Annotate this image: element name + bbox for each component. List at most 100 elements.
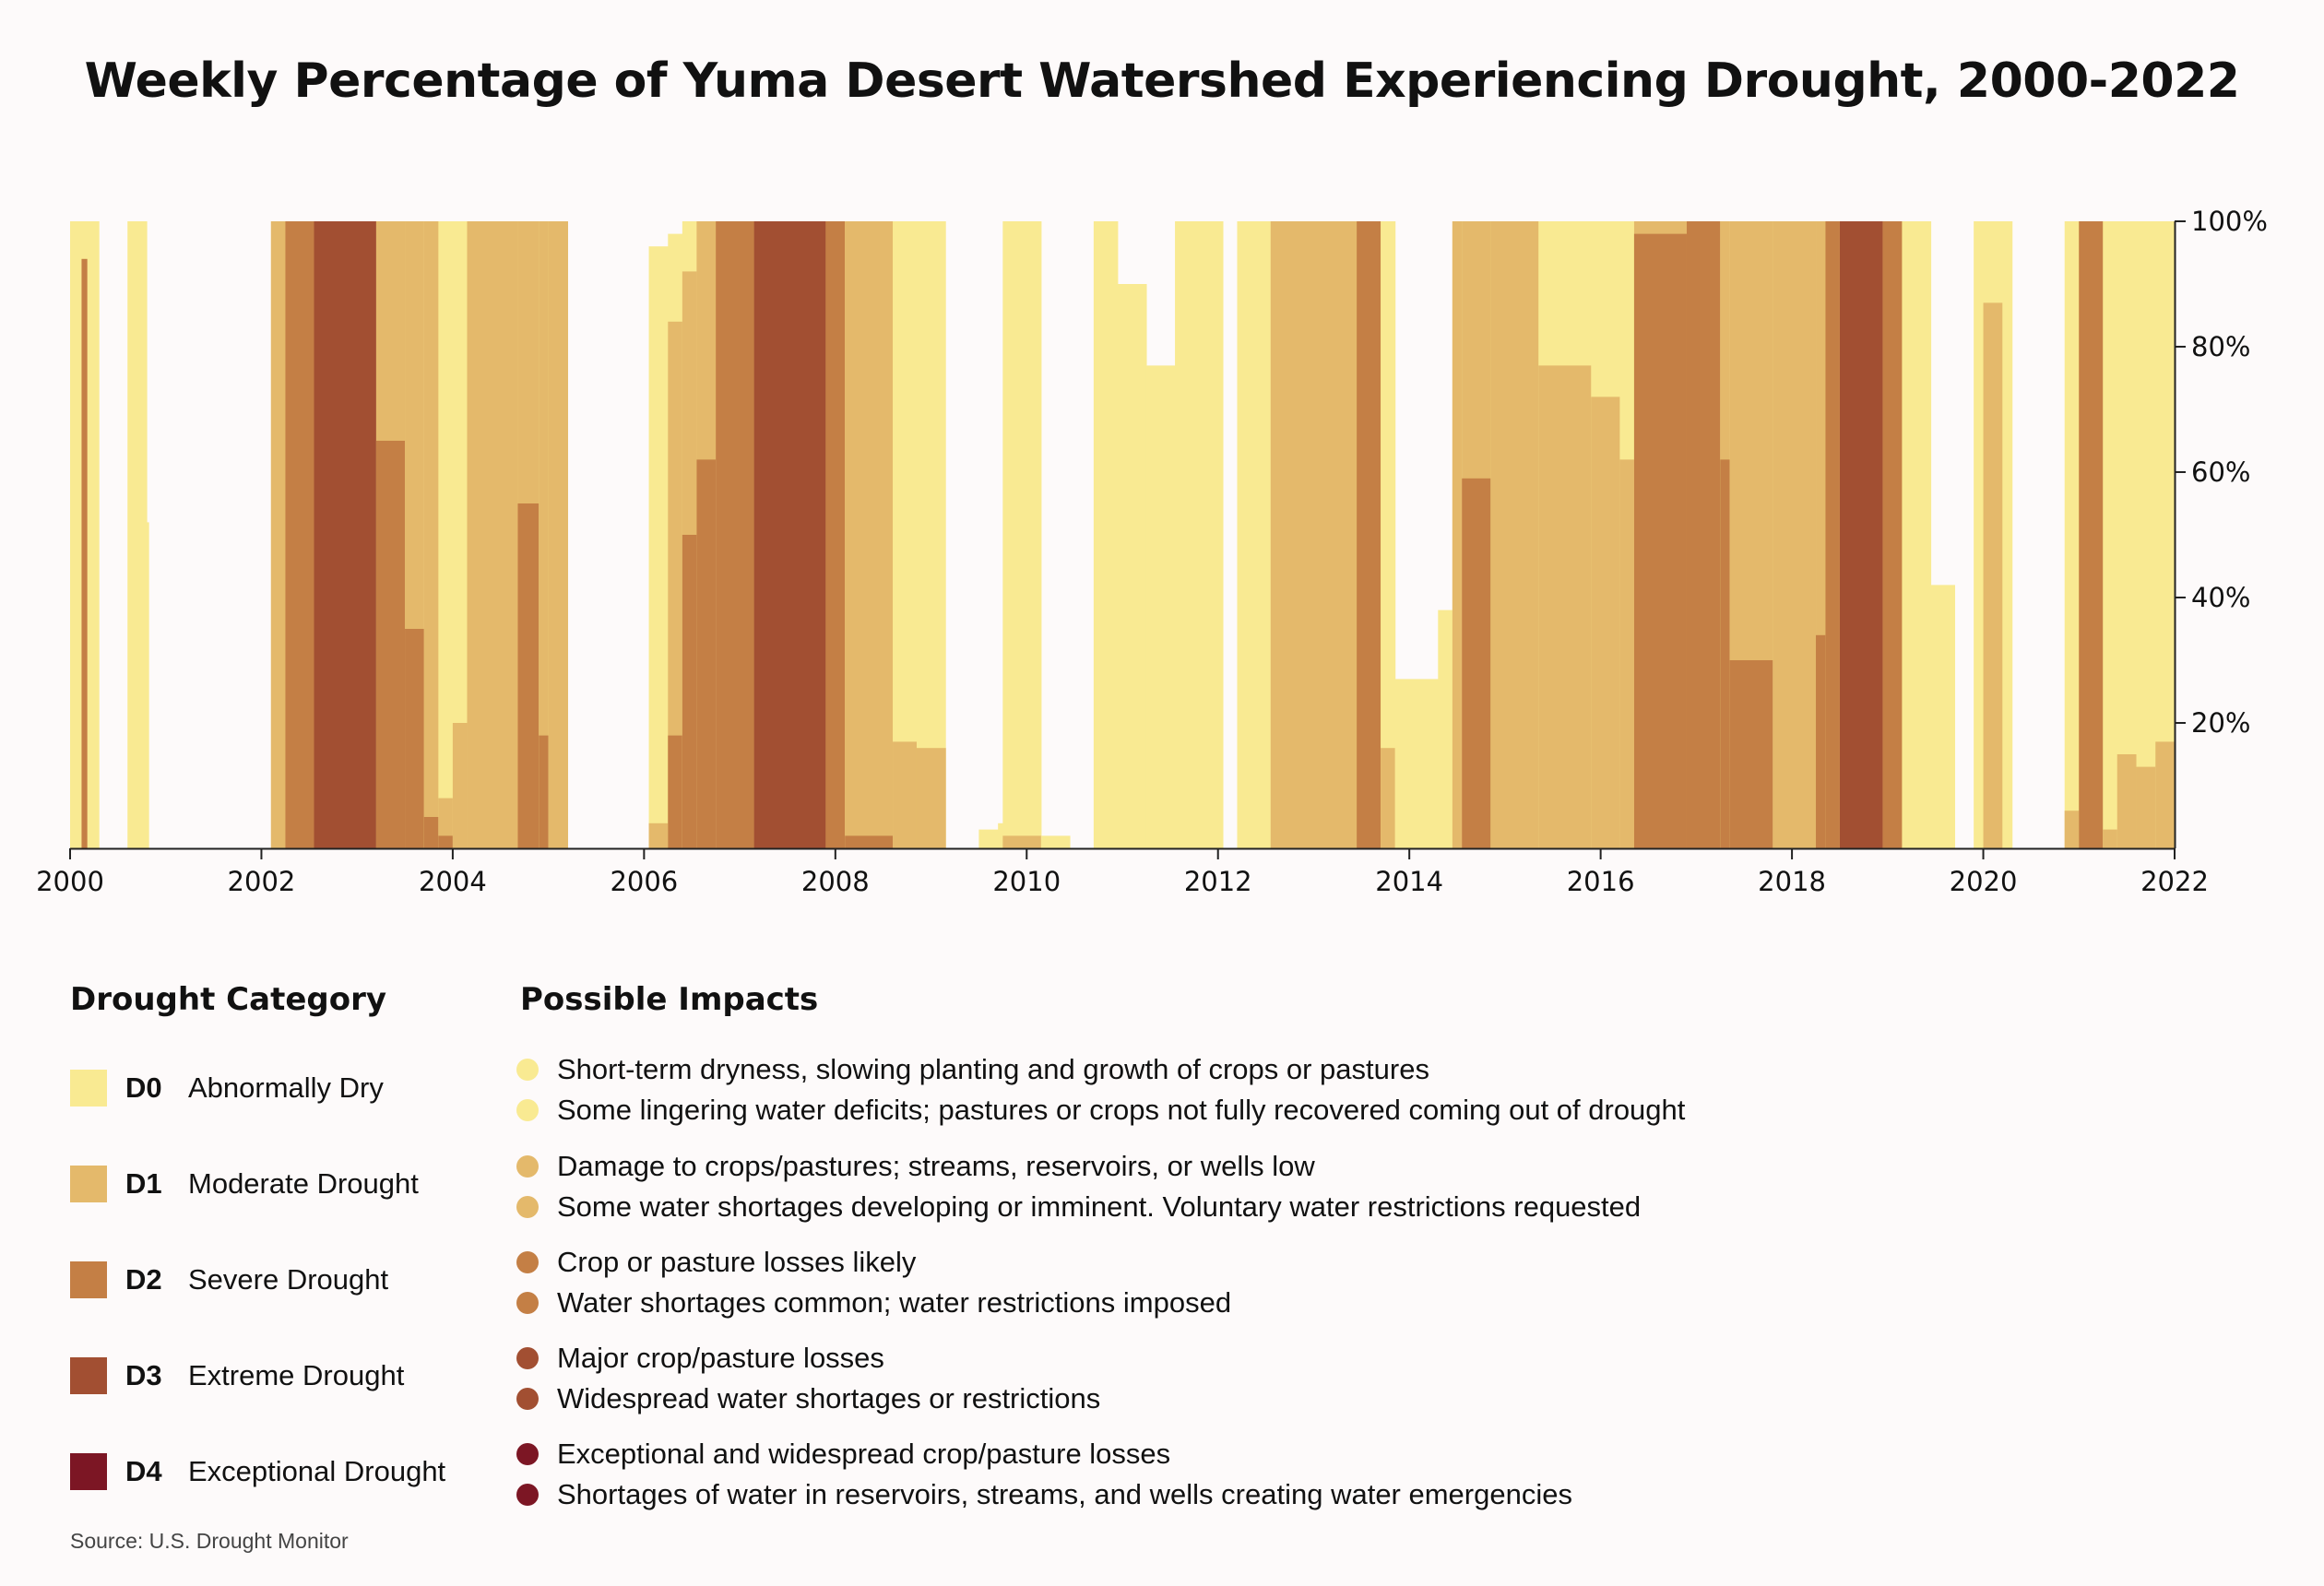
d0-label: Abnormally Dry [188, 1071, 384, 1104]
bar-d1-13 [467, 221, 519, 848]
bar-d0-34 [1175, 221, 1224, 848]
legend-row-d3: D3 Extreme Drought [70, 1356, 404, 1395]
bar-d2-15 [539, 735, 550, 848]
bar-d1-25 [893, 741, 918, 848]
x-tick-label: 2008 [801, 866, 870, 897]
d1-code: D1 [125, 1167, 162, 1200]
bar-d2-49 [1720, 459, 1731, 848]
d2-code: D2 [125, 1263, 162, 1296]
d3-label: Extreme Drought [188, 1359, 405, 1391]
bar-d0-26 [916, 221, 946, 848]
bar-d0-35 [1237, 221, 1272, 848]
bar-d2-50 [1729, 660, 1773, 848]
impact-text: Some water shortages developing or immin… [557, 1190, 1642, 1223]
impact-d0-1: Short-term dryness, slowing planting and… [516, 1050, 1429, 1089]
impact-text: Some lingering water deficits; pastures … [557, 1094, 1686, 1126]
d2-dot [516, 1251, 539, 1273]
bar-d2-55 [1882, 221, 1903, 848]
d4-swatch [70, 1453, 107, 1490]
bar-d0-58 [1974, 221, 1985, 848]
bar-d2-10 [423, 817, 439, 848]
bar-d1-15 [539, 221, 550, 848]
bar-d2-11 [438, 835, 454, 848]
bar-d2-6 [285, 221, 315, 848]
impact-d4-2: Shortages of water in reservoirs, stream… [516, 1475, 1572, 1514]
d0-dot [516, 1099, 539, 1121]
impact-text: Crop or pasture losses likely [557, 1246, 917, 1278]
d3-code: D3 [125, 1359, 162, 1391]
d2-swatch [70, 1261, 107, 1298]
bar-d1-36 [1270, 221, 1358, 848]
x-tick-label: 2012 [1184, 866, 1252, 897]
d1-dot [516, 1155, 539, 1178]
bar-d0-64 [2116, 221, 2138, 848]
d0-dot [516, 1059, 539, 1081]
impact-text: Widespread water shortages or restrictio… [557, 1382, 1101, 1414]
bar-d1-46 [1619, 459, 1635, 848]
x-tick-label: 2014 [1375, 866, 1443, 897]
bar-d2-48 [1686, 221, 1721, 848]
d3-dot [516, 1347, 539, 1369]
y-tick-label: 100% [2191, 206, 2268, 237]
bar-d1-38 [1381, 748, 1396, 848]
y-tick-label: 20% [2191, 707, 2250, 739]
x-tick-label: 2016 [1567, 866, 1635, 897]
bar-d2-62 [2079, 221, 2104, 848]
d0-swatch [70, 1070, 107, 1107]
bar-d0-31 [1093, 221, 1119, 848]
x-tick-label: 2020 [1950, 866, 2018, 897]
possible-impacts-heading: Possible Impacts [520, 981, 819, 1018]
bar-d0-0 [70, 221, 83, 848]
bar-d0-12 [452, 221, 468, 848]
bar-d2-9 [405, 629, 425, 848]
chart-title: Weekly Percentage of Yuma Desert Watersh… [84, 53, 2240, 109]
bar-d3-54 [1839, 221, 1884, 848]
bar-d1-17 [648, 823, 669, 848]
bar-d1-66 [2155, 741, 2176, 848]
axes: 2000 2002 2004 2006 2008 2010 2012 2014 2016 2018… [36, 206, 2268, 897]
bar-d2-24 [845, 835, 894, 848]
bar-d1-65 [2136, 766, 2156, 848]
bar-d2-52 [1816, 634, 1826, 848]
bar-d1-43 [1490, 221, 1539, 848]
impact-text: Damage to crops/pastures; streams, reser… [557, 1150, 1315, 1182]
d3-swatch [70, 1357, 107, 1394]
bar-d1-18 [668, 321, 683, 848]
bar-d0-27 [978, 829, 999, 848]
bar-d0-4 [146, 522, 149, 848]
bar-d2-42 [1462, 478, 1491, 848]
bar-d0-63 [2103, 221, 2118, 848]
bar-d1-45 [1591, 396, 1620, 848]
bar-d1-24 [845, 221, 894, 848]
bar-d1-51 [1773, 221, 1817, 848]
impact-text: Major crop/pasture losses [557, 1342, 884, 1374]
bar-d2-47 [1633, 233, 1688, 849]
bar-d0-66 [2155, 221, 2176, 848]
bar-d1-44 [1538, 365, 1592, 848]
d4-dot [516, 1484, 539, 1506]
d4-code: D4 [125, 1455, 162, 1487]
bar-d1-29 [1002, 835, 1042, 848]
legend-row-d2: D2 Severe Drought [70, 1261, 388, 1299]
bar-d0-11 [438, 221, 454, 848]
d1-dot [516, 1196, 539, 1218]
bar-d0-33 [1145, 365, 1176, 848]
drought-bars [70, 221, 2176, 849]
bar-d2-21 [716, 221, 755, 848]
bar-d1-26 [916, 748, 946, 848]
impact-d4-1: Exceptional and widespread crop/pasture … [516, 1435, 1170, 1474]
d1-label: Moderate Drought [188, 1167, 419, 1200]
bar-d1-52 [1816, 221, 1826, 848]
bar-d0-39 [1394, 679, 1439, 848]
d1-swatch [70, 1166, 107, 1202]
bar-d0-32 [1117, 284, 1147, 848]
d0-code: D0 [125, 1071, 162, 1104]
bar-d0-56 [1902, 221, 1932, 848]
d4-label: Exceptional Drought [188, 1455, 446, 1487]
bar-d1-61 [2064, 811, 2080, 848]
bar-d2-8 [375, 441, 406, 848]
impact-text: Exceptional and widespread crop/pasture … [557, 1438, 1171, 1470]
bar-d0-61 [2064, 221, 2080, 848]
bar-d0-2 [87, 221, 100, 848]
bar-d2-53 [1825, 221, 1841, 848]
